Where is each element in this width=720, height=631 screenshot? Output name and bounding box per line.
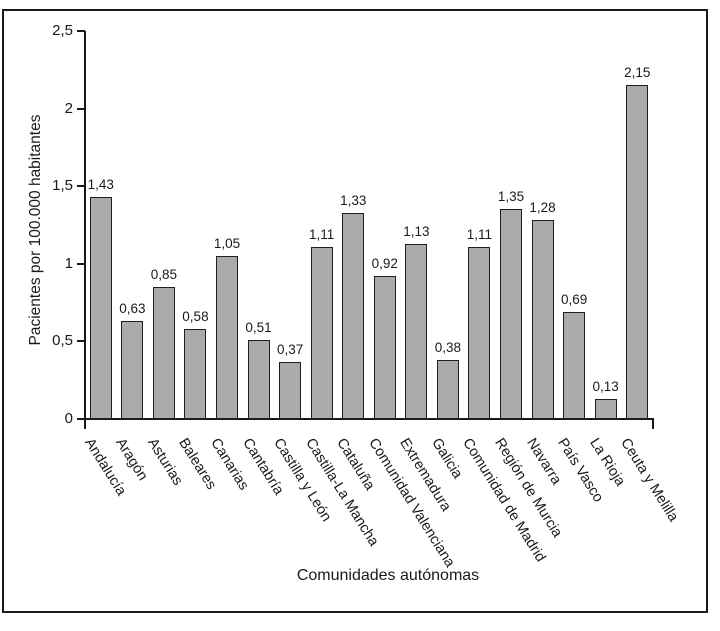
y-axis-line <box>84 31 86 420</box>
bar <box>152 287 175 419</box>
bar-value-label: 0,58 <box>182 309 209 324</box>
x-axis-left-end-tick <box>84 420 86 429</box>
y-tick-label: 0,5 <box>52 332 73 350</box>
y-tick-mark <box>77 30 85 32</box>
y-tick-mark <box>77 340 85 342</box>
bar-value-label: 1,11 <box>309 227 335 242</box>
y-tick-mark <box>77 108 85 110</box>
y-tick-label: 1,5 <box>52 177 73 195</box>
bar-value-label: 0,92 <box>371 256 398 271</box>
bar <box>310 247 333 419</box>
bar-value-label: 1,35 <box>497 189 525 204</box>
bar-value-label: 1,43 <box>87 177 114 192</box>
y-tick-mark <box>77 418 85 420</box>
bar <box>500 209 522 419</box>
bar-value-label: 1,33 <box>340 193 367 208</box>
y-tick-label: 1 <box>64 255 73 273</box>
bar-value-label: 1,13 <box>403 224 430 239</box>
bar <box>342 213 365 419</box>
y-tick-label: 2 <box>64 100 73 118</box>
x-axis-right-end-tick <box>652 420 654 429</box>
bar <box>373 276 396 419</box>
bar <box>89 197 112 419</box>
x-axis-line <box>84 418 654 420</box>
bar <box>216 256 238 419</box>
bar-value-label: 2,15 <box>624 65 651 80</box>
bar-value-label: 0,63 <box>119 301 146 316</box>
x-axis-title: Comunidades autónomas <box>296 567 480 584</box>
y-tick-label: 0 <box>64 410 73 428</box>
bar-value-label: 0,38 <box>434 340 462 355</box>
bar <box>247 340 270 419</box>
bar <box>436 360 459 419</box>
y-axis-title: Pacientes por 100.000 habitantes <box>27 114 44 346</box>
bar-value-label: 1,05 <box>213 236 241 251</box>
bar <box>594 399 617 419</box>
bar-value-label: 0,85 <box>150 267 178 282</box>
bar <box>531 220 554 419</box>
bar-value-label: 0,69 <box>560 292 588 307</box>
bar <box>626 85 649 419</box>
bar-value-label: 0,13 <box>592 379 619 394</box>
bar <box>468 247 491 419</box>
bar <box>563 312 586 419</box>
bar <box>121 321 144 419</box>
bar <box>279 362 302 419</box>
bar-value-label: 0,37 <box>276 342 304 357</box>
bar-value-label: 0,51 <box>245 320 272 335</box>
y-tick-label: 2,5 <box>52 22 73 40</box>
bar <box>405 244 428 419</box>
y-tick-mark <box>77 263 85 265</box>
bar <box>184 329 207 419</box>
y-tick-mark <box>77 185 85 187</box>
bar-value-label: 1,28 <box>529 200 556 215</box>
bar-value-label: 1,11 <box>466 227 493 242</box>
